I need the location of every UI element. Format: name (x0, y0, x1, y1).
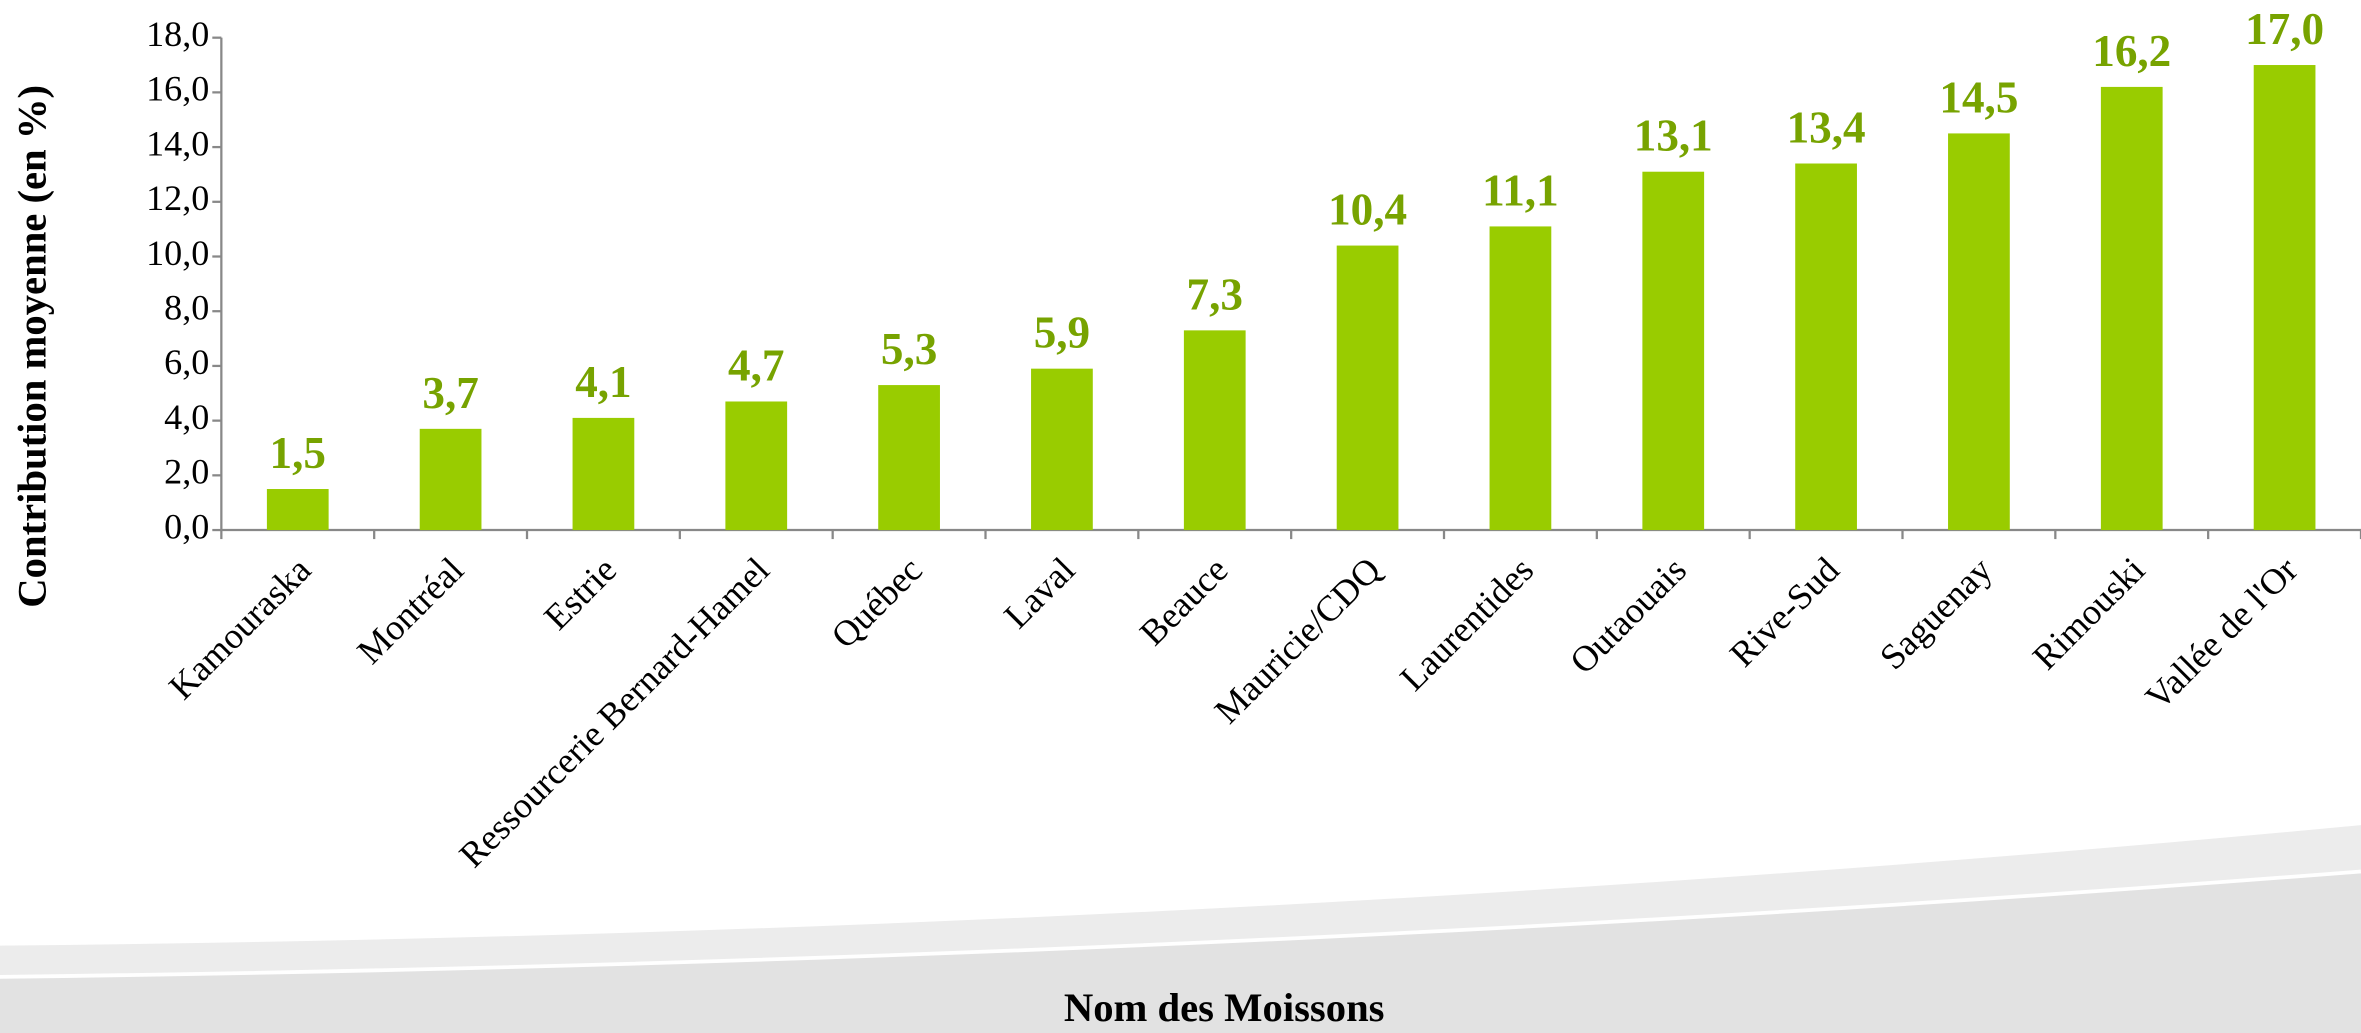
x-tick-label: Beauce (1132, 550, 1235, 653)
bar (1795, 163, 1857, 531)
value-label: 4,7 (728, 340, 784, 390)
bar (2253, 65, 2316, 531)
bar (419, 428, 482, 531)
bar (1642, 171, 1705, 531)
y-axis-title: Contribution moyenne (en %) (9, 85, 54, 608)
x-tick-label: Laurentides (1392, 550, 1541, 699)
bar (725, 401, 788, 531)
y-tick-label: 4,0 (164, 397, 209, 437)
value-label: 11,1 (1482, 165, 1559, 215)
value-label: 13,1 (1634, 111, 1713, 161)
y-tick-label: 2,0 (164, 452, 209, 492)
x-tick-label: Rive-Sud (1722, 550, 1847, 675)
value-label: 13,4 (1787, 102, 1866, 152)
x-tick-label: Ressourcerie Bernard-Hamel (452, 550, 777, 875)
x-tick-label: Outaouais (1562, 550, 1694, 682)
bar (1489, 226, 1552, 531)
bar (266, 489, 329, 531)
x-axis-title: Nom des Moissons (1064, 985, 1385, 1030)
x-tick-label: Montréal (349, 550, 471, 672)
y-tick-label: 18,0 (146, 14, 209, 54)
value-label: 5,3 (881, 324, 937, 374)
value-label: 16,2 (2092, 26, 2171, 76)
x-tick-label: Québec (824, 550, 930, 656)
bar (1031, 368, 1093, 531)
x-tick-label: Saguenay (1872, 550, 2000, 678)
y-tick-label: 14,0 (146, 123, 209, 163)
y-tick-label: 12,0 (146, 178, 209, 218)
value-label: 10,4 (1328, 184, 1407, 234)
x-tick-label: Estrie (536, 550, 624, 638)
value-label: 1,5 (270, 428, 326, 478)
value-label: 14,5 (1939, 72, 2018, 122)
y-tick-label: 16,0 (146, 69, 209, 109)
background-decoration (0, 825, 2361, 1033)
value-label: 17,0 (2245, 4, 2324, 54)
y-tick-label: 0,0 (164, 506, 209, 546)
bar (1948, 133, 2010, 531)
value-label: 7,3 (1187, 269, 1243, 319)
x-tick-label: Laval (996, 550, 1082, 636)
y-tick-label: 8,0 (164, 288, 209, 328)
bar (878, 385, 940, 531)
bar (572, 417, 635, 531)
y-tick-label: 10,0 (146, 233, 209, 273)
value-label: 4,1 (575, 357, 631, 407)
bar (1183, 330, 1246, 531)
x-tick-label: Rimouski (2025, 550, 2153, 678)
value-label: 5,9 (1034, 308, 1090, 358)
x-tick-label: Kamouraska (161, 550, 318, 707)
bar (1336, 245, 1399, 531)
value-label: 3,7 (422, 368, 478, 418)
y-tick-label: 6,0 (164, 342, 209, 382)
x-tick-label: Vallée de l'Or (2138, 550, 2306, 718)
bar (2100, 86, 2163, 531)
